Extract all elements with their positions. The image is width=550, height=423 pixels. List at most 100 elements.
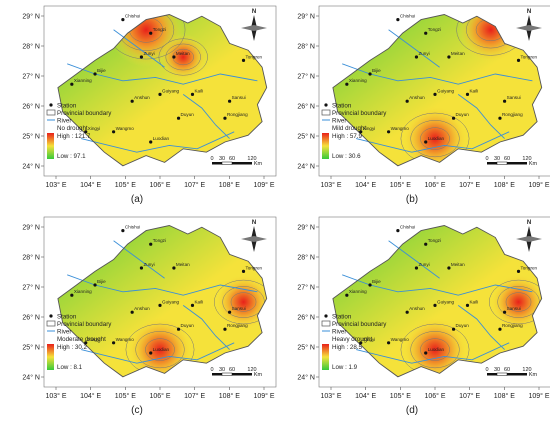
hotspot	[160, 33, 207, 81]
station-marker	[387, 341, 391, 345]
station-name: Rongjiang	[502, 323, 523, 328]
station-marker	[447, 266, 451, 270]
station-marker	[503, 310, 507, 314]
legend-drought-class: Mild drought	[332, 125, 366, 132]
lon-label: 103° E	[320, 181, 341, 189]
contour-line	[420, 127, 450, 150]
station-marker	[158, 303, 162, 307]
contour-line	[214, 279, 267, 325]
river-line	[388, 240, 440, 279]
scale-tick: 0	[210, 156, 213, 162]
station-marker	[405, 310, 409, 314]
lat-label: 25° N	[22, 133, 40, 141]
lat-label: 26° N	[22, 314, 40, 322]
lat-label: 29° N	[297, 224, 315, 232]
station-name: Luodian	[153, 347, 170, 352]
panel-caption: (c)	[131, 405, 143, 416]
legend-station-icon	[324, 103, 328, 107]
lat-label: 27° N	[297, 73, 315, 81]
scale-tick: 30	[494, 367, 500, 373]
map-panel: 103° E 104° E 105° E 106° E 107° E 108° E 109°…	[22, 5, 277, 205]
station-name: Zunyi	[418, 262, 429, 267]
station-name: Guiyang	[437, 299, 455, 304]
station-name: Kaili	[194, 299, 203, 304]
lat-label: 24° N	[297, 374, 315, 382]
scale-tick: 60	[504, 156, 510, 162]
station-marker	[387, 130, 391, 134]
station-marker	[130, 310, 134, 314]
station-name: Tongren	[521, 54, 538, 59]
station-name: Sansui	[232, 306, 246, 311]
station-marker	[345, 293, 349, 297]
lat-label: 25° N	[297, 344, 315, 352]
station-name: Meitan	[451, 51, 465, 56]
station-name: Tongren	[246, 54, 263, 59]
station-name: Tongren	[521, 265, 538, 270]
station-marker	[121, 18, 125, 22]
station-marker	[190, 303, 195, 307]
lon-label: 106° E	[424, 181, 445, 189]
legend-high-value: High : 57.9	[332, 133, 362, 140]
provincial-boundary	[57, 14, 268, 167]
river-line	[182, 305, 230, 350]
station-name: Xianning	[74, 78, 92, 83]
lon-label: 109° E	[253, 392, 274, 400]
station-name: Chishui	[400, 225, 415, 230]
station-name: Rongjiang	[502, 112, 523, 117]
lon-label: 107° E	[459, 392, 480, 400]
station-marker	[465, 92, 470, 96]
lat-label: 29° N	[22, 224, 40, 232]
lat-label: 27° N	[22, 73, 40, 81]
station-marker	[190, 92, 195, 96]
scale-bar-seg	[496, 161, 508, 165]
legend-boundary-icon	[321, 109, 331, 116]
station-name: Tongzi	[153, 27, 166, 32]
scale-bar-seg	[507, 373, 527, 376]
station-marker	[130, 99, 134, 103]
station-marker	[516, 58, 521, 63]
legend-color-ramp	[322, 133, 329, 159]
scale-tick: 120	[247, 156, 256, 162]
provincial-boundary	[332, 225, 543, 378]
station-marker	[516, 269, 521, 273]
scale-bar-seg	[507, 162, 527, 165]
legend-boundary-icon	[321, 320, 331, 327]
legend-drought-class: Moderate drought	[57, 336, 106, 343]
scale-bar-seg	[487, 162, 497, 165]
station-name: Duyun	[456, 323, 470, 328]
legend-high-value: High : 30.2	[57, 344, 87, 351]
station-name: Zunyi	[418, 51, 429, 56]
station-marker	[176, 116, 181, 120]
station-marker	[172, 266, 176, 270]
legend-drought-class: Heavy drought	[332, 336, 373, 343]
station-name: Tongzi	[428, 27, 441, 32]
station-marker	[93, 72, 97, 76]
station-name: Luodian	[428, 347, 445, 352]
station-name: Duyun	[456, 112, 470, 117]
station-name: Anshun	[134, 95, 150, 100]
lon-label: 107° E	[184, 181, 205, 189]
legend-high-value: High : 121.7	[57, 133, 91, 140]
lon-label: 104° E	[355, 181, 376, 189]
station-marker	[241, 58, 246, 63]
station-name: Kaili	[469, 88, 478, 93]
scale-tick: 0	[210, 367, 213, 373]
legend-drought-class: No drought	[57, 125, 88, 132]
station-marker	[93, 283, 97, 287]
station-marker	[498, 116, 502, 120]
legend-boundary-label: Provincial boundary	[332, 321, 387, 328]
scale-bar-seg	[232, 373, 252, 376]
legend-river-label: River	[57, 329, 71, 336]
station-marker	[433, 303, 437, 307]
lon-label: 104° E	[80, 181, 101, 189]
station-marker	[84, 341, 88, 345]
scale-bar-seg	[212, 373, 222, 376]
legend-station-icon	[49, 314, 53, 318]
station-name: Bijie	[97, 68, 106, 73]
station-name: Zunyi	[143, 262, 154, 267]
scale-tick: 120	[522, 367, 531, 373]
contour-line	[135, 331, 185, 369]
station-marker	[414, 55, 419, 59]
legend-station-icon	[49, 103, 53, 107]
